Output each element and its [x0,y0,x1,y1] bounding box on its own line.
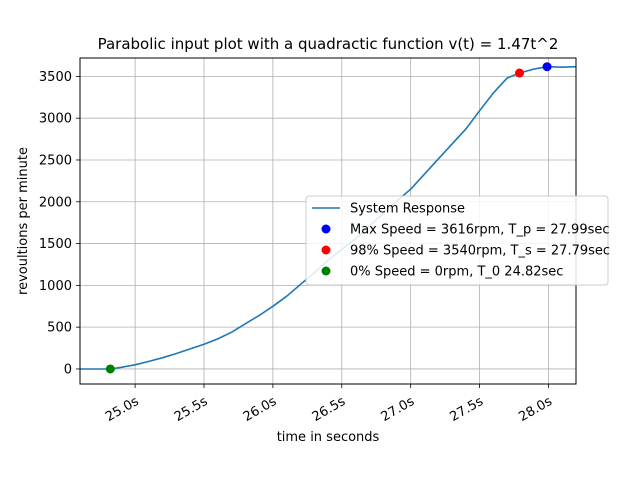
legend-marker-swatch [321,266,331,276]
x-tick-label: 26.5s [310,394,349,425]
legend-entry-label: Max Speed = 3616rpm, T_p = 27.99sec [350,223,610,238]
data-point-marker-1 [542,62,552,72]
legend-marker-swatch [321,224,331,234]
x-tick-label: 25.5s [172,394,211,425]
data-point-marker-3 [105,364,115,374]
y-axis-label: revoultions per minute [16,147,31,295]
x-tick-label: 25.0s [103,394,142,425]
y-tick-label: 1000 [39,279,72,294]
y-tick-label: 3500 [39,70,72,85]
y-axis: 0 500 1000 1500 2000 2500 3000 3500 [39,70,80,377]
chart-title: Parabolic input plot with a quadractic f… [98,35,559,53]
x-axis: 25.0s 25.5s 26.0s 26.5s 27.0s 27.5s 28.0s [103,384,555,425]
y-tick-label: 1500 [39,237,72,252]
y-tick-label: 2500 [39,153,72,168]
legend-box [305,195,609,286]
x-tick-label: 27.0s [379,394,418,425]
legend: System Response Max Speed = 3616rpm, T_p … [305,195,610,286]
legend-entry-label: 98% Speed = 3540rpm, T_s = 27.79sec [350,244,610,259]
x-tick-label: 27.5s [448,394,487,425]
data-point-marker-2 [515,68,525,78]
x-tick-label: 28.0s [516,394,555,425]
y-tick-label: 2000 [39,195,72,210]
x-tick-label: 26.0s [241,394,280,425]
x-axis-label: time in seconds [277,430,380,445]
y-tick-label: 500 [47,321,72,336]
legend-entry-label: 0% Speed = 0rpm, T_0 24.82sec [350,265,563,280]
legend-entry-label: System Response [350,202,465,217]
y-tick-label: 0 [64,362,72,377]
y-tick-label: 3000 [39,112,72,127]
legend-marker-swatch [321,245,331,255]
